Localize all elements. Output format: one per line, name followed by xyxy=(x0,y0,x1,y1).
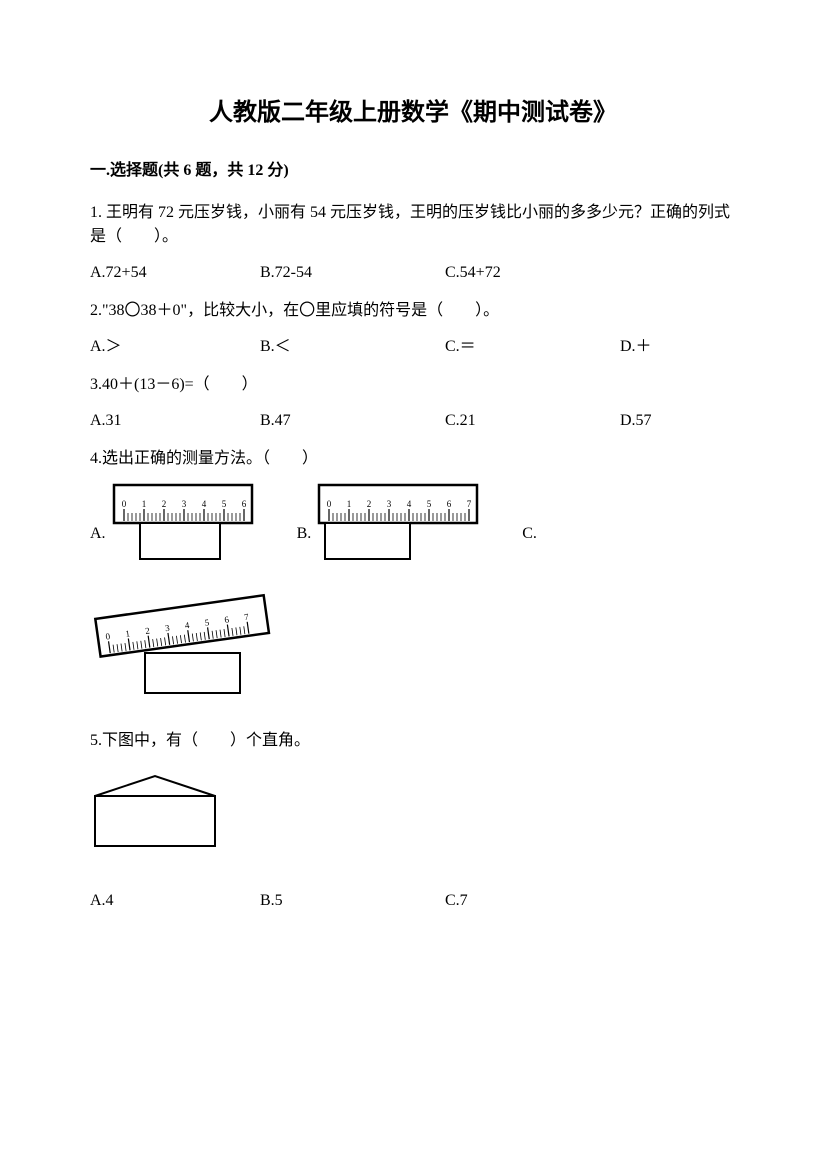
question-4: 4.选出正确的测量方法。（ ） A. 0 1 2 3 4 5 6 B. 0 1 2 3 4 5 6 7 xyxy=(90,447,736,709)
q2-option-c: C.＝ xyxy=(445,335,620,359)
house-icon xyxy=(90,771,736,859)
svg-text:1: 1 xyxy=(141,499,146,509)
svg-text:0: 0 xyxy=(121,499,126,509)
ruler-b-icon: 0 1 2 3 4 5 6 7 xyxy=(317,483,482,571)
q4-text: 4.选出正确的测量方法。（ ） xyxy=(90,447,736,471)
question-2: 2."38〇38＋0"，比较大小，在〇里应填的符号是（ ）。 A.＞ B.＜ C… xyxy=(90,299,736,359)
question-3: 3.40＋(13－6)=（ ） A.31 B.47 C.21 D.57 xyxy=(90,373,736,433)
q3-options: A.31 B.47 C.21 D.57 xyxy=(90,409,736,433)
q5-text: 5.下图中，有（ ）个直角。 xyxy=(90,729,736,753)
q2-text: 2."38〇38＋0"，比较大小，在〇里应填的符号是（ ）。 xyxy=(90,299,736,323)
section-header: 一.选择题(共 6 题，共 12 分) xyxy=(90,159,736,183)
svg-text:1: 1 xyxy=(347,499,352,509)
q5-option-b: B.5 xyxy=(260,889,445,913)
svg-text:2: 2 xyxy=(367,499,372,509)
q5-option-a: A.4 xyxy=(90,889,260,913)
q1-option-b: B.72-54 xyxy=(260,261,445,285)
svg-text:5: 5 xyxy=(221,499,226,509)
ruler-c-icon: 01234567 xyxy=(90,591,290,709)
question-5: 5.下图中，有（ ）个直角。 A.4 B.5 C.7 xyxy=(90,729,736,913)
q1-text: 1. 王明有 72 元压岁钱，小丽有 54 元压岁钱，王明的压岁钱比小丽的多多少… xyxy=(90,201,736,249)
question-1: 1. 王明有 72 元压岁钱，小丽有 54 元压岁钱，王明的压岁钱比小丽的多多少… xyxy=(90,201,736,285)
q2-option-b: B.＜ xyxy=(260,335,445,359)
svg-text:2: 2 xyxy=(161,499,166,509)
svg-text:0: 0 xyxy=(327,499,332,509)
svg-text:6: 6 xyxy=(241,499,246,509)
q2-options: A.＞ B.＜ C.＝ D.＋ xyxy=(90,335,736,359)
q4-ruler-row1: A. 0 1 2 3 4 5 6 B. 0 1 2 3 4 5 6 7 C. xyxy=(90,483,736,571)
q3-option-b: B.47 xyxy=(260,409,445,433)
q1-option-a: A.72+54 xyxy=(90,261,260,285)
q4-ruler-row2: 01234567 xyxy=(90,591,736,709)
q2-option-a: A.＞ xyxy=(90,335,260,359)
q1-option-c: C.54+72 xyxy=(445,261,620,285)
q1-options: A.72+54 B.72-54 C.54+72 xyxy=(90,261,736,285)
q4-label-b: B. xyxy=(297,522,312,571)
q2-option-d: D.＋ xyxy=(620,335,652,359)
q5-option-c: C.7 xyxy=(445,889,620,913)
q3-option-a: A.31 xyxy=(90,409,260,433)
q4-label-c: C. xyxy=(522,522,537,571)
ruler-a-icon: 0 1 2 3 4 5 6 xyxy=(112,483,257,571)
svg-text:6: 6 xyxy=(447,499,452,509)
q3-text: 3.40＋(13－6)=（ ） xyxy=(90,373,736,397)
svg-text:4: 4 xyxy=(407,499,412,509)
q4-label-a: A. xyxy=(90,522,106,571)
q4-item-c: C. xyxy=(522,522,543,571)
q4-item-b: B. 0 1 2 3 4 5 6 7 xyxy=(297,483,483,571)
svg-text:3: 3 xyxy=(181,499,186,509)
q3-option-d: D.57 xyxy=(620,409,652,433)
page-title: 人教版二年级上册数学《期中测试卷》 xyxy=(90,95,736,131)
q5-options: A.4 B.5 C.7 xyxy=(90,889,736,913)
svg-text:7: 7 xyxy=(467,499,472,509)
q4-item-a: A. 0 1 2 3 4 5 6 xyxy=(90,483,257,571)
svg-text:4: 4 xyxy=(201,499,206,509)
svg-text:5: 5 xyxy=(427,499,432,509)
svg-text:3: 3 xyxy=(387,499,392,509)
q3-option-c: C.21 xyxy=(445,409,620,433)
